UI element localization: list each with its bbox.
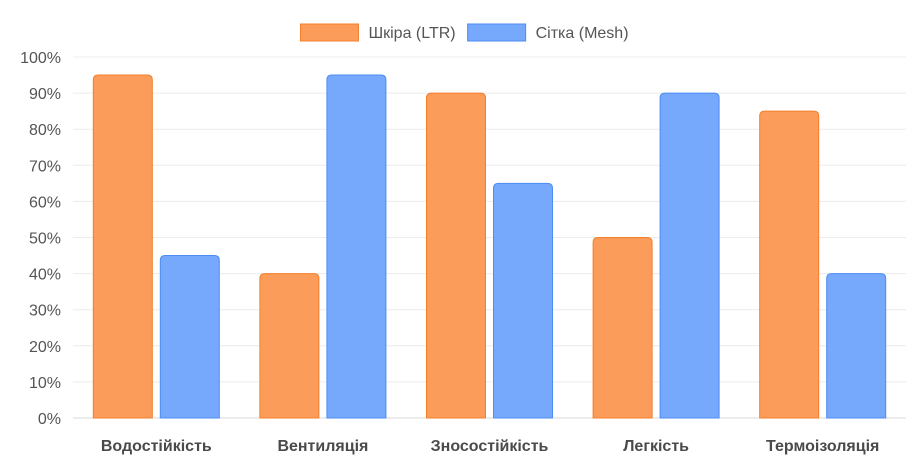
y-tick-label: 50%	[29, 231, 61, 248]
x-tick-label: Зносостійкість	[431, 438, 549, 455]
y-tick-label: 20%	[29, 339, 61, 356]
y-tick-label: 70%	[29, 158, 61, 175]
y-tick-label: 10%	[29, 375, 61, 392]
legend-label[interactable]: Шкіра (LTR)	[368, 25, 455, 42]
y-tick-label: 60%	[29, 194, 61, 211]
bars	[92, 74, 887, 419]
x-tick-label: Легкість	[623, 438, 689, 455]
legend-label[interactable]: Сітка (Mesh)	[536, 25, 629, 42]
bar-series-1[interactable]	[259, 273, 320, 419]
y-tick-label: 40%	[29, 267, 61, 284]
bar-series-2[interactable]	[159, 255, 220, 419]
x-tick-label: Термоізоляція	[766, 438, 879, 455]
legend-swatch[interactable]	[299, 23, 359, 42]
x-tick-label: Вентиляція	[277, 438, 368, 455]
y-tick-label: 90%	[29, 86, 61, 103]
x-tick-label: Водостійкість	[101, 438, 212, 455]
bar-series-1[interactable]	[426, 92, 486, 419]
bar-series-2[interactable]	[659, 92, 720, 419]
y-tick-label: 0%	[38, 411, 61, 428]
bar-series-2[interactable]	[326, 74, 387, 419]
y-tick-label: 80%	[29, 122, 61, 139]
bar-series-2[interactable]	[493, 182, 553, 419]
bar-series-1[interactable]	[592, 237, 653, 419]
y-tick-label: 100%	[20, 50, 61, 67]
legend-swatch[interactable]	[467, 23, 527, 42]
axis-labels: 0% 10% 20% 30% 40% 50% 60% 70% 80% 90% 100% Водості…	[20, 50, 879, 455]
bar-series-2[interactable]	[826, 273, 887, 419]
bar-series-1[interactable]	[759, 110, 820, 419]
bar-series-1[interactable]	[92, 74, 153, 419]
legend[interactable]: Шкіра (LTR) Сітка (Mesh)	[299, 23, 629, 42]
y-tick-label: 30%	[29, 303, 61, 320]
